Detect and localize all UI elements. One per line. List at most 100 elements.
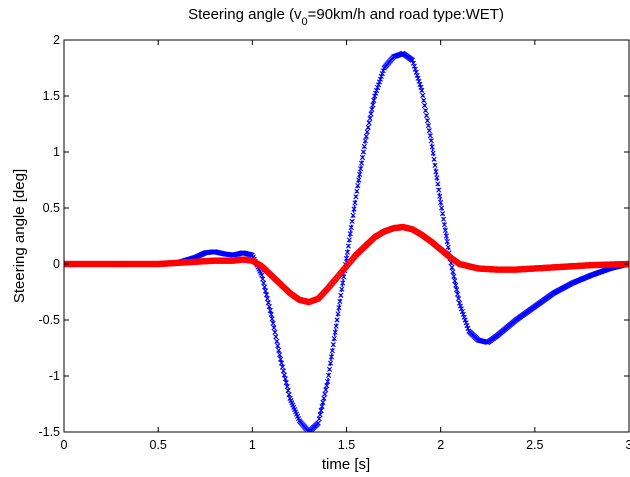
- data-point: [329, 348, 335, 354]
- data-point: [332, 329, 338, 335]
- data-point: [327, 360, 334, 366]
- data-point: [358, 166, 364, 172]
- data-point: [457, 303, 464, 309]
- data-point: [323, 387, 329, 393]
- y-tick-label: 0.5: [43, 201, 60, 215]
- data-point: [377, 76, 383, 82]
- data-point: [324, 383, 330, 389]
- data-point: [451, 273, 457, 279]
- data-point: [350, 212, 356, 218]
- data-point: [276, 347, 282, 353]
- data-point: [260, 276, 266, 282]
- data-point: [317, 412, 323, 418]
- x-tick-label: 0: [61, 438, 68, 452]
- data-point: [452, 278, 458, 284]
- data-point: [281, 372, 287, 378]
- data-point: [325, 379, 331, 385]
- data-point: [319, 403, 325, 410]
- data-point: [425, 123, 432, 129]
- data-point: [376, 79, 383, 85]
- data-point: [434, 175, 440, 181]
- data-point: [266, 303, 272, 310]
- data-point: [361, 143, 367, 149]
- data-point: [355, 183, 361, 189]
- data-point: [420, 92, 426, 99]
- data-point: [374, 85, 381, 91]
- data-point: [455, 296, 462, 302]
- data-point: [360, 149, 367, 155]
- data-point: [321, 395, 327, 401]
- y-tick-label: -0.5: [38, 313, 60, 327]
- data-point: [441, 222, 448, 228]
- plot-area-frame: [63, 39, 630, 433]
- data-point: [338, 292, 344, 298]
- data-point: [280, 368, 286, 374]
- data-point: [464, 323, 470, 329]
- data-point: [261, 280, 267, 286]
- data-point: [424, 118, 431, 124]
- data-point: [352, 200, 358, 206]
- data-point: [274, 338, 280, 344]
- data-point: [442, 227, 448, 233]
- x-tick-label: 2: [437, 438, 444, 452]
- data-point: [439, 211, 446, 217]
- data-point: [263, 292, 270, 298]
- data-point: [458, 306, 464, 312]
- data-point: [344, 249, 351, 255]
- data-point: [273, 334, 279, 340]
- data-point: [411, 63, 417, 69]
- data-point: [423, 107, 429, 114]
- data-point: [358, 160, 365, 166]
- data-point: [454, 287, 460, 293]
- data-point: [353, 194, 359, 200]
- chart-title-prefix: Steering angle (v: [188, 6, 302, 23]
- data-point: [351, 206, 357, 212]
- chart-title: Steering angle (v0=90km/h and road type:…: [188, 6, 504, 28]
- data-point: [269, 316, 275, 322]
- x-axis-label: time [s]: [322, 456, 370, 473]
- data-point: [372, 93, 378, 99]
- data-point: [370, 102, 376, 108]
- data-point: [438, 199, 444, 205]
- data-point: [419, 87, 425, 93]
- y-tick-label: 2: [53, 33, 60, 47]
- data-point: [261, 284, 268, 290]
- data-point: [284, 384, 290, 390]
- data-point: [367, 115, 373, 121]
- series-2: [64, 223, 629, 306]
- data-point: [412, 66, 418, 72]
- x-tick-label: 3: [626, 438, 630, 452]
- x-tick-label: 2.5: [526, 438, 543, 452]
- data-point: [450, 269, 456, 275]
- data-point: [444, 239, 450, 245]
- data-point: [354, 188, 360, 194]
- data-point: [277, 356, 284, 362]
- data-point: [413, 69, 419, 75]
- data-point: [369, 106, 375, 113]
- data-point: [463, 320, 469, 326]
- x-tick-label: 0.5: [149, 438, 166, 452]
- data-point: [373, 90, 379, 96]
- data-point: [264, 296, 270, 302]
- data-point: [349, 218, 355, 225]
- data-point: [339, 286, 345, 292]
- data-point: [426, 128, 432, 134]
- data-point: [423, 113, 430, 119]
- data-point: [347, 231, 353, 237]
- chart-title-suffix: =90km/h and road type:WET): [308, 6, 504, 23]
- y-tick-label: 1: [53, 145, 60, 159]
- data-point: [285, 387, 291, 394]
- data-point: [432, 162, 438, 169]
- data-point: [380, 68, 386, 74]
- y-axis-label: Steering angle [deg]: [11, 169, 28, 303]
- data-point: [316, 416, 322, 422]
- series-1: [64, 50, 629, 432]
- chart-title-subscript: 0: [301, 16, 307, 28]
- data-point: [335, 311, 341, 317]
- data-point: [277, 352, 283, 358]
- data-point: [356, 177, 362, 183]
- y-tick-label: -1: [49, 369, 60, 383]
- data-point: [436, 187, 442, 193]
- data-point: [357, 171, 363, 177]
- data-point: [278, 360, 285, 366]
